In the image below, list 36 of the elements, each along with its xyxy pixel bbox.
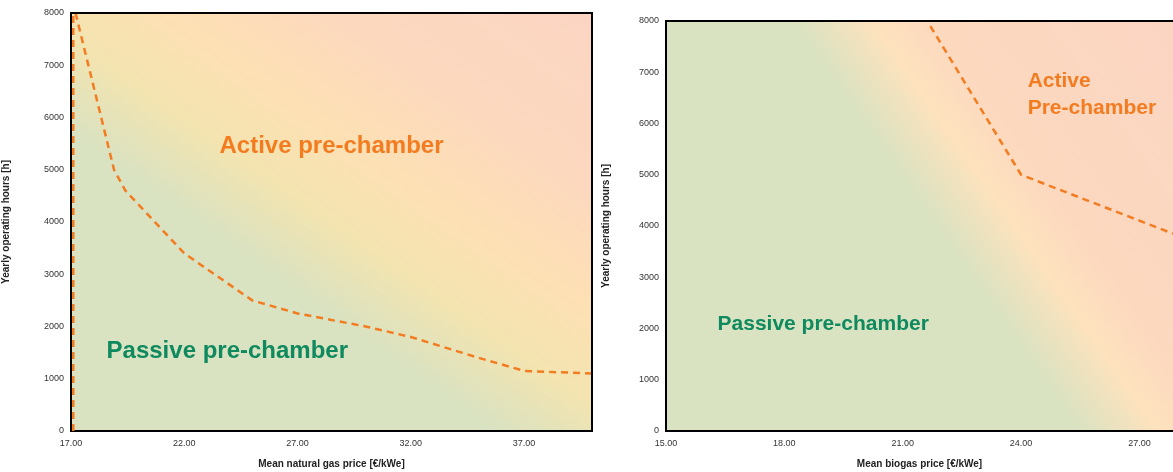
- y-tick-label: 0: [653, 425, 659, 436]
- y-tick-label: 6000: [638, 117, 659, 128]
- y-tick-label: 3000: [43, 268, 64, 279]
- x-tick-label: 27.00: [286, 437, 309, 448]
- y-tick-label: 2000: [638, 322, 659, 333]
- y-tick-label: 8000: [43, 7, 64, 18]
- x-tick-label: 18.00: [773, 437, 796, 448]
- x-tick-label: 15.00: [654, 437, 678, 448]
- y-tick-label: 3000: [638, 271, 659, 282]
- annotation: Passive pre-chamber: [106, 336, 349, 364]
- x-tick-label: 27.00: [1128, 437, 1151, 448]
- y-tick-label: 5000: [638, 169, 659, 180]
- x-axis-title: Mean natural gas price [€/kWe]: [258, 457, 405, 469]
- y-tick-label: 8000: [638, 15, 659, 26]
- y-tick-label: 7000: [638, 66, 659, 77]
- x-tick-label: 22.00: [173, 437, 196, 448]
- y-tick-label: 7000: [43, 59, 64, 70]
- annotation: Passive pre-chamber: [717, 311, 929, 335]
- y-tick-label: 0: [58, 425, 64, 436]
- x-tick-label: 37.00: [512, 437, 536, 448]
- y-tick-label: 6000: [43, 111, 64, 122]
- y-tick-label: 1000: [638, 374, 659, 385]
- x-tick-label: 24.00: [1009, 437, 1033, 448]
- y-axis-title: Yearly operating hours [h]: [599, 164, 611, 288]
- x-tick-label: 32.00: [399, 437, 423, 448]
- y-tick-label: 4000: [638, 220, 659, 231]
- annotation: Active pre-chamber: [219, 131, 444, 159]
- y-axis-title: Yearly operating hours [h]: [0, 160, 11, 284]
- x-tick-label: 21.00: [891, 437, 914, 448]
- y-tick-label: 2000: [43, 320, 64, 331]
- y-tick-label: 5000: [43, 164, 64, 175]
- annotation: Active Pre-chamber: [1027, 67, 1157, 119]
- y-tick-label: 1000: [43, 373, 64, 384]
- y-tick-label: 4000: [43, 216, 64, 227]
- x-tick-label: 17.00: [59, 437, 83, 448]
- x-axis-title: Mean biogas price [€/kWe]: [856, 457, 983, 469]
